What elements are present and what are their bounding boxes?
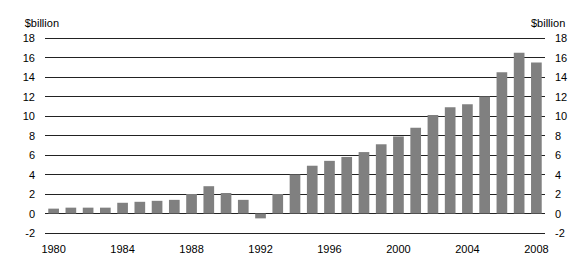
svg-text:10: 10: [23, 110, 35, 122]
svg-text:-2: -2: [25, 227, 35, 239]
svg-text:$billion: $billion: [531, 17, 565, 29]
svg-text:6: 6: [29, 149, 35, 161]
svg-text:8: 8: [29, 130, 35, 142]
svg-text:2004: 2004: [455, 243, 479, 255]
svg-text:1992: 1992: [248, 243, 272, 255]
svg-text:12: 12: [555, 91, 567, 103]
svg-text:1988: 1988: [179, 243, 203, 255]
svg-text:0: 0: [29, 208, 35, 220]
svg-text:4: 4: [555, 169, 561, 181]
svg-text:8: 8: [555, 130, 561, 142]
svg-text:4: 4: [29, 169, 35, 181]
svg-text:14: 14: [23, 71, 35, 83]
svg-text:12: 12: [23, 91, 35, 103]
svg-text:2008: 2008: [524, 243, 548, 255]
svg-text:1984: 1984: [110, 243, 134, 255]
svg-text:16: 16: [23, 52, 35, 64]
svg-text:6: 6: [555, 149, 561, 161]
svg-text:0: 0: [555, 208, 561, 220]
svg-text:2000: 2000: [386, 243, 410, 255]
svg-text:-2: -2: [555, 227, 565, 239]
svg-text:10: 10: [555, 110, 567, 122]
svg-text:18: 18: [555, 32, 567, 44]
svg-text:16: 16: [555, 52, 567, 64]
svg-text:1980: 1980: [41, 243, 65, 255]
svg-text:$billion: $billion: [25, 17, 59, 29]
svg-text:2: 2: [29, 188, 35, 200]
svg-text:1996: 1996: [317, 243, 341, 255]
svg-text:18: 18: [23, 32, 35, 44]
svg-text:14: 14: [555, 71, 567, 83]
svg-text:2: 2: [555, 188, 561, 200]
